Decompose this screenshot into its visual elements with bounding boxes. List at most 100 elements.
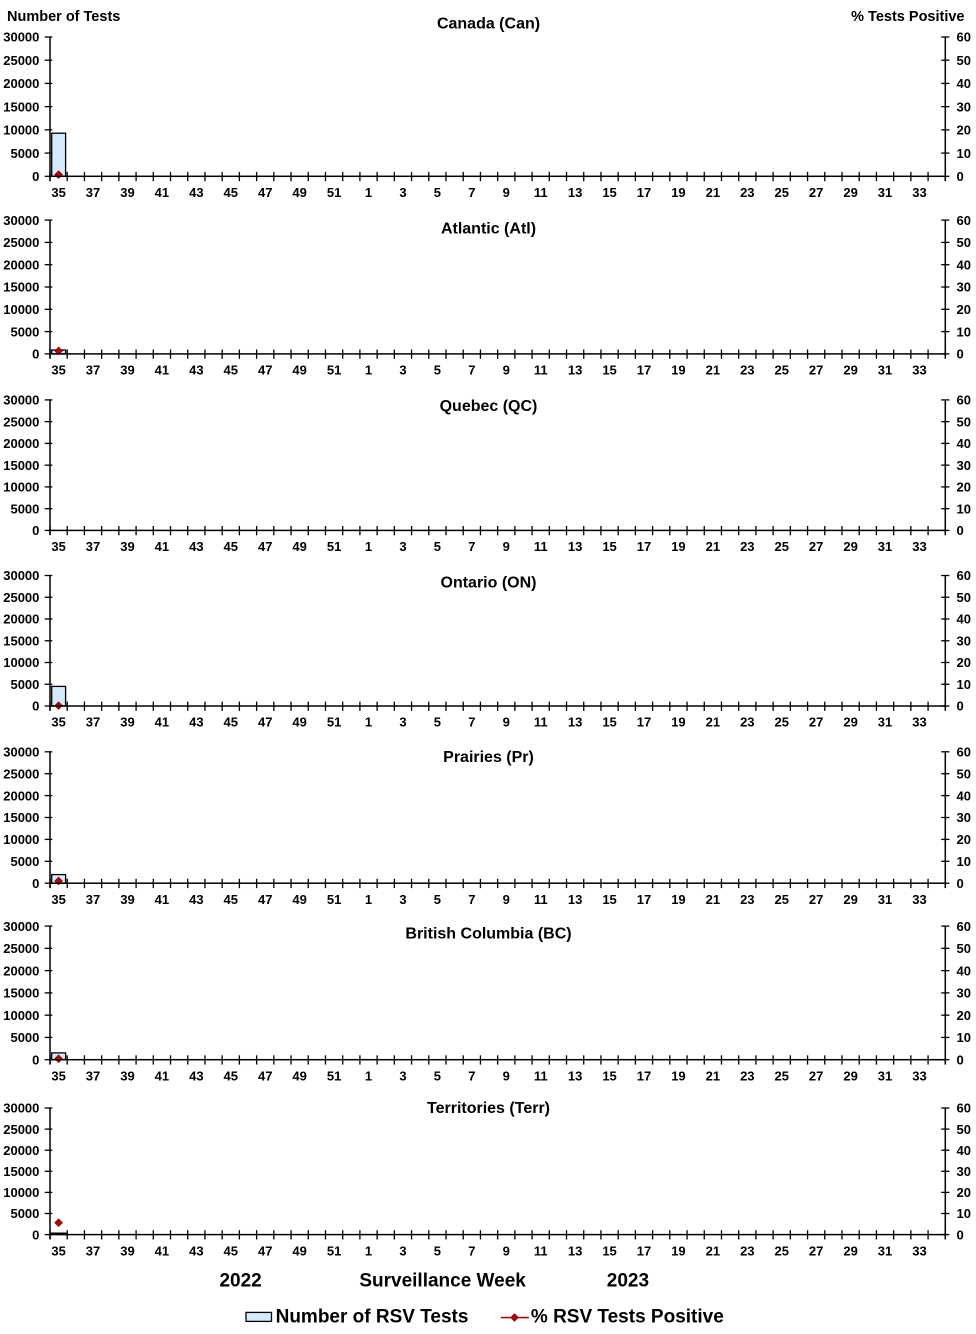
svg-text:29: 29: [843, 185, 857, 200]
svg-text:20000: 20000: [3, 436, 39, 451]
svg-text:60: 60: [957, 1101, 971, 1116]
svg-text:5: 5: [434, 363, 441, 378]
svg-text:9: 9: [503, 363, 510, 378]
svg-text:19: 19: [671, 539, 685, 554]
svg-text:1: 1: [365, 539, 372, 554]
svg-text:0: 0: [957, 523, 964, 538]
svg-text:0: 0: [32, 347, 39, 362]
svg-text:3: 3: [399, 363, 406, 378]
svg-text:20000: 20000: [3, 612, 39, 627]
svg-text:5: 5: [434, 892, 441, 907]
svg-text:47: 47: [258, 1243, 272, 1258]
svg-text:1: 1: [365, 185, 372, 200]
svg-text:49: 49: [292, 185, 306, 200]
svg-text:11: 11: [534, 185, 548, 200]
svg-text:15: 15: [602, 715, 616, 730]
svg-text:35: 35: [51, 1068, 65, 1083]
svg-text:13: 13: [568, 1243, 582, 1258]
svg-text:% Tests Positive: % Tests Positive: [851, 9, 964, 25]
svg-text:49: 49: [292, 715, 306, 730]
svg-text:10000: 10000: [3, 832, 39, 847]
svg-text:20: 20: [957, 655, 971, 670]
svg-text:49: 49: [292, 1243, 306, 1258]
svg-text:25000: 25000: [3, 941, 39, 956]
svg-text:19: 19: [671, 715, 685, 730]
svg-text:17: 17: [637, 1068, 651, 1083]
svg-text:37: 37: [86, 715, 100, 730]
svg-text:41: 41: [155, 185, 169, 200]
svg-text:2023: 2023: [607, 1271, 649, 1292]
svg-text:40: 40: [957, 1143, 971, 1158]
svg-text:15000: 15000: [3, 633, 39, 648]
svg-text:20: 20: [957, 480, 971, 495]
svg-text:15: 15: [602, 1243, 616, 1258]
svg-text:5000: 5000: [10, 501, 39, 516]
svg-text:39: 39: [120, 363, 134, 378]
svg-text:0: 0: [32, 699, 39, 714]
svg-text:17: 17: [637, 1243, 651, 1258]
svg-text:15: 15: [602, 185, 616, 200]
svg-text:60: 60: [957, 30, 971, 45]
svg-text:33: 33: [912, 1243, 926, 1258]
svg-text:31: 31: [878, 539, 892, 554]
svg-text:19: 19: [671, 1068, 685, 1083]
svg-text:21: 21: [706, 1068, 720, 1083]
svg-text:Number of RSV Tests: Number of RSV Tests: [276, 1306, 469, 1327]
svg-text:50: 50: [957, 53, 971, 68]
svg-text:37: 37: [86, 539, 100, 554]
svg-text:31: 31: [878, 185, 892, 200]
svg-text:15: 15: [602, 539, 616, 554]
svg-text:27: 27: [809, 1243, 823, 1258]
svg-text:43: 43: [189, 1068, 203, 1083]
svg-text:23: 23: [740, 363, 754, 378]
svg-text:35: 35: [51, 539, 65, 554]
svg-text:0: 0: [957, 347, 964, 362]
svg-text:Prairies (Pr): Prairies (Pr): [443, 749, 534, 766]
svg-text:50: 50: [957, 766, 971, 781]
svg-text:23: 23: [740, 185, 754, 200]
svg-text:43: 43: [189, 1243, 203, 1258]
svg-text:10000: 10000: [3, 302, 39, 317]
svg-text:39: 39: [120, 715, 134, 730]
svg-text:23: 23: [740, 892, 754, 907]
svg-text:45: 45: [224, 1068, 238, 1083]
svg-text:27: 27: [809, 715, 823, 730]
svg-text:30000: 30000: [3, 393, 39, 408]
svg-text:49: 49: [292, 1068, 306, 1083]
svg-text:10: 10: [957, 677, 971, 692]
svg-text:15000: 15000: [3, 810, 39, 825]
svg-text:25000: 25000: [3, 1122, 39, 1137]
svg-text:21: 21: [706, 539, 720, 554]
svg-text:15000: 15000: [3, 280, 39, 295]
svg-text:9: 9: [503, 715, 510, 730]
svg-text:35: 35: [51, 185, 65, 200]
svg-text:37: 37: [86, 1243, 100, 1258]
svg-text:1: 1: [365, 715, 372, 730]
svg-text:15: 15: [602, 363, 616, 378]
svg-text:30000: 30000: [3, 1101, 39, 1116]
svg-text:29: 29: [843, 1068, 857, 1083]
svg-text:British Columbia (BC): British Columbia (BC): [405, 926, 571, 943]
svg-text:41: 41: [155, 539, 169, 554]
svg-text:0: 0: [32, 1227, 39, 1242]
svg-text:3: 3: [399, 715, 406, 730]
svg-text:40: 40: [957, 788, 971, 803]
svg-text:20000: 20000: [3, 963, 39, 978]
svg-text:39: 39: [120, 892, 134, 907]
svg-text:7: 7: [468, 539, 475, 554]
svg-text:0: 0: [957, 1052, 964, 1067]
svg-text:25: 25: [775, 363, 789, 378]
svg-text:21: 21: [706, 1243, 720, 1258]
svg-text:19: 19: [671, 892, 685, 907]
svg-text:17: 17: [637, 892, 651, 907]
svg-text:37: 37: [86, 363, 100, 378]
svg-text:5: 5: [434, 1068, 441, 1083]
svg-text:41: 41: [155, 1243, 169, 1258]
svg-text:39: 39: [120, 1243, 134, 1258]
svg-text:10: 10: [957, 146, 971, 161]
svg-text:15: 15: [602, 892, 616, 907]
svg-text:17: 17: [637, 539, 651, 554]
svg-text:30000: 30000: [3, 568, 39, 583]
svg-text:30: 30: [957, 458, 971, 473]
svg-text:40: 40: [957, 76, 971, 91]
